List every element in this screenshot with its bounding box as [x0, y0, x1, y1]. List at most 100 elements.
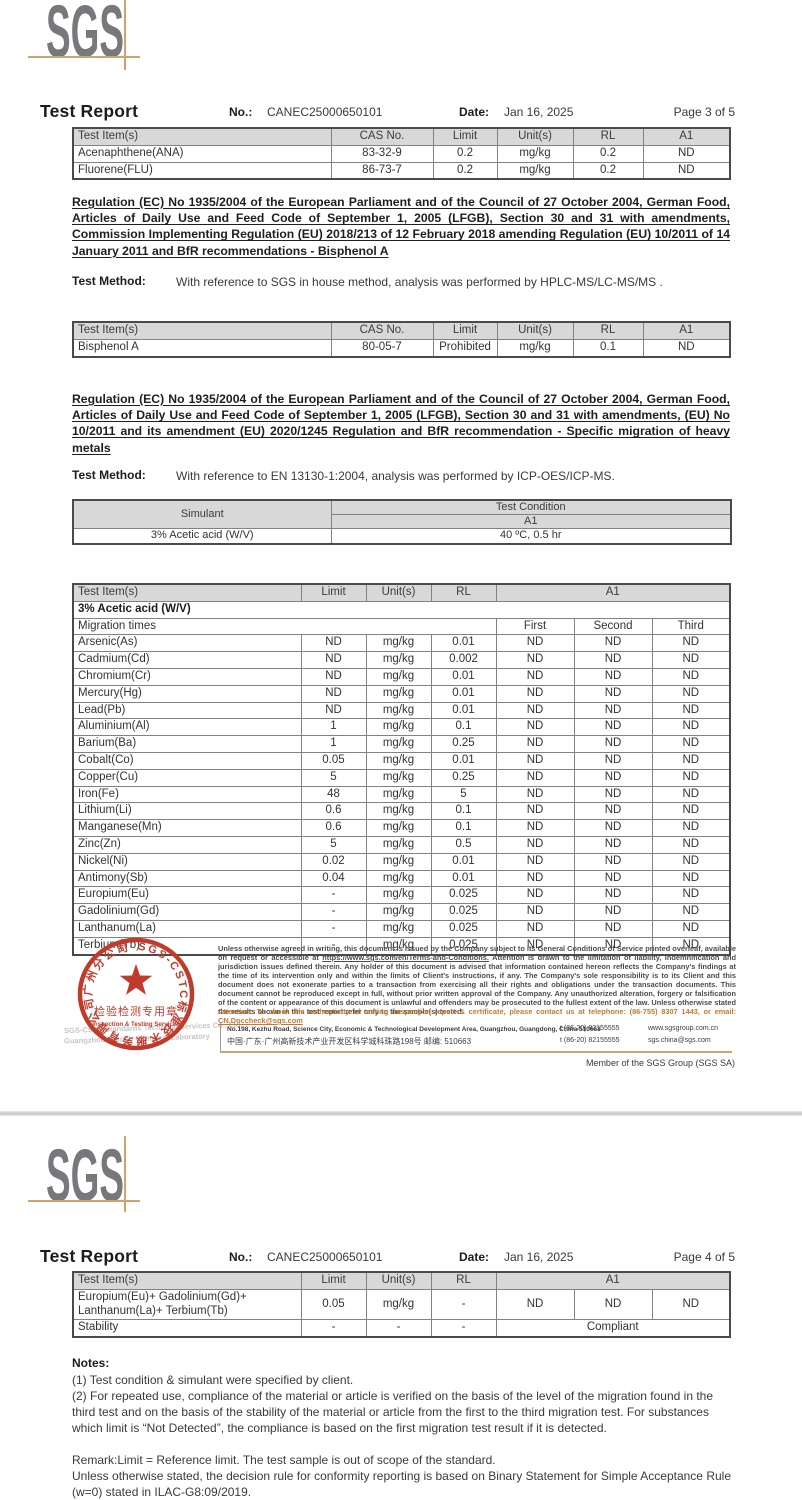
table-cell: ND	[573, 768, 653, 787]
table-cell: Cadmium(Cd)	[72, 651, 302, 669]
stamp-center-en: Inspection & Testing Services	[92, 1021, 180, 1028]
table-cell: 0.025	[430, 903, 497, 921]
table-cell: ND	[651, 919, 731, 938]
stability-unit: -	[365, 1319, 432, 1338]
report-no-label: No.:	[229, 105, 253, 119]
table-cell: ND	[495, 819, 575, 837]
table-row: Manganese(Mn) 0.6 mg/kg 0.1 ND ND ND	[72, 819, 731, 837]
page-title: Test Report	[40, 1246, 139, 1266]
table-cell: 1	[300, 718, 367, 737]
rare-earth-results-table: Test Item(s) Limit Unit(s) RL A1 Europiu…	[72, 1271, 731, 1339]
table-row: Cadmium(Cd) ND mg/kg 0.002 ND ND ND	[72, 651, 731, 669]
table-cell: Bisphenol A	[72, 338, 332, 358]
simulant-value: 3% Acetic acid (W/V)	[72, 528, 332, 545]
test-method-text: With reference to EN 13130-1:2004, analy…	[176, 469, 615, 483]
disclaimer-post: Attention is drawn to the limitation of …	[218, 953, 736, 1016]
table-cell: 0.5	[430, 835, 497, 854]
table-cell: ND	[495, 735, 575, 753]
table-cell: ND	[573, 886, 653, 905]
table-cell: ND	[495, 919, 575, 938]
table-cell: 5	[300, 768, 367, 787]
column-header: Unit(s)	[365, 1271, 432, 1290]
table-cell: 0.1	[430, 718, 497, 737]
table-cell: ND	[651, 684, 731, 703]
table-cell: 0.05	[300, 1288, 367, 1321]
table-cell: 0.1	[572, 338, 644, 358]
table-cell: ND	[573, 735, 653, 753]
table-cell: ND	[651, 936, 731, 956]
stamp-center-cn: 检验检测专用章	[94, 1004, 178, 1018]
table-cell: mg/kg	[365, 1288, 432, 1321]
page-number: Page 3 of 5	[673, 105, 735, 119]
column-header: CAS No.	[330, 127, 434, 146]
condition-sub-header: A1	[330, 514, 732, 530]
sgs-logo-text: SGS	[46, 1144, 124, 1210]
phone-number: t (86-20) 82155555	[560, 1025, 620, 1032]
table-header-row: A1	[73, 514, 732, 530]
notes-title: Notes:	[72, 1356, 110, 1370]
table-cell: Mercury(Hg)	[72, 684, 302, 703]
date-value: Jan 16, 2025	[504, 105, 574, 119]
section-row: 3% Acetic acid (W/V)	[72, 600, 731, 619]
table-cell: Europium(Eu)+ Gadolinium(Gd)+ Lanthanum(…	[72, 1288, 302, 1321]
table-cell: Arsenic(As)	[72, 634, 302, 653]
table-row: Gadolinium(Gd) - mg/kg 0.025 ND ND ND	[72, 903, 731, 921]
table-cell: 48	[300, 785, 367, 804]
table-row: Chromium(Cr) ND mg/kg 0.01 ND ND ND	[72, 667, 731, 686]
doccheck-email-link[interactable]: CN.Doccheck@sgs.com	[218, 1016, 303, 1025]
note-line: (1) Test condition & simulant were speci…	[72, 1373, 354, 1387]
table-cell: ND	[495, 886, 575, 905]
table-cell: mg/kg	[365, 852, 432, 871]
table-cell: -	[300, 919, 367, 938]
table-cell: ND	[495, 835, 575, 854]
table-cell: 0.01	[430, 701, 497, 720]
table-cell: Cobalt(Co)	[72, 751, 302, 770]
disclaimer-text: Unless otherwise agreed in writing, this…	[218, 944, 736, 1016]
table-cell: ND	[651, 701, 731, 720]
table-cell: mg/kg	[365, 819, 432, 837]
sgs-logo: SGS	[46, 0, 124, 66]
table-cell: ND	[651, 819, 731, 837]
table-cell: ND	[651, 802, 731, 821]
sgs-logo: SGS	[46, 1144, 124, 1210]
table-cell: ND	[495, 903, 575, 921]
table-row: Iron(Fe) 48 mg/kg 5 ND ND ND	[72, 785, 731, 804]
column-header: Limit	[432, 127, 498, 146]
logo-vertical-rule	[124, 1136, 126, 1212]
table-header-row: Simulant Test Condition	[72, 499, 732, 530]
table-row: Aluminium(Al) 1 mg/kg 0.1 ND ND ND	[72, 718, 731, 737]
migration-col: First	[495, 617, 575, 636]
table-cell: ND	[573, 684, 653, 703]
table-header-row: Test Item(s) Limit Unit(s) RL A1	[72, 1271, 731, 1290]
stability-label: Stability	[72, 1319, 302, 1338]
table-cell: ND	[573, 785, 653, 804]
table-cell: ND	[573, 869, 653, 888]
table-cell: 0.002	[430, 651, 497, 669]
table-cell: ND	[300, 684, 367, 703]
table-cell: mg/kg	[365, 886, 432, 905]
stability-result: Compliant	[495, 1319, 731, 1338]
sgs-email-link[interactable]: sgs.china@sgs.com	[648, 1037, 711, 1044]
table-cell: -	[300, 886, 367, 905]
column-header: Test Item(s)	[72, 583, 302, 602]
terms-link[interactable]: https://www.sgs.com/en/Terms-and-Conditi…	[322, 953, 489, 962]
table-cell: ND	[495, 852, 575, 871]
table-cell: Lithium(Li)	[72, 802, 302, 821]
table-cell: mg/kg	[496, 161, 574, 180]
table-cell: ND	[651, 667, 731, 686]
table-cell: mg/kg	[365, 701, 432, 720]
table-cell: mg/kg	[365, 869, 432, 888]
table-cell: 0.1	[430, 802, 497, 821]
table-cell: mg/kg	[365, 684, 432, 703]
address-divider	[220, 1022, 221, 1052]
table-cell: ND	[495, 936, 575, 956]
table-cell: ND	[300, 651, 367, 669]
star-icon	[119, 964, 153, 995]
table-cell: Europium(Eu)	[72, 886, 302, 905]
website-link[interactable]: www.sgsgroup.com.cn	[648, 1025, 719, 1032]
table-cell: 0.04	[300, 869, 367, 888]
table-cell: 86-73-7	[330, 161, 434, 180]
table-cell: mg/kg	[365, 735, 432, 753]
attention-note: Attention: To check the authenticity of …	[218, 1007, 736, 1025]
report-no-value: CANEC25000650101	[267, 1250, 383, 1264]
